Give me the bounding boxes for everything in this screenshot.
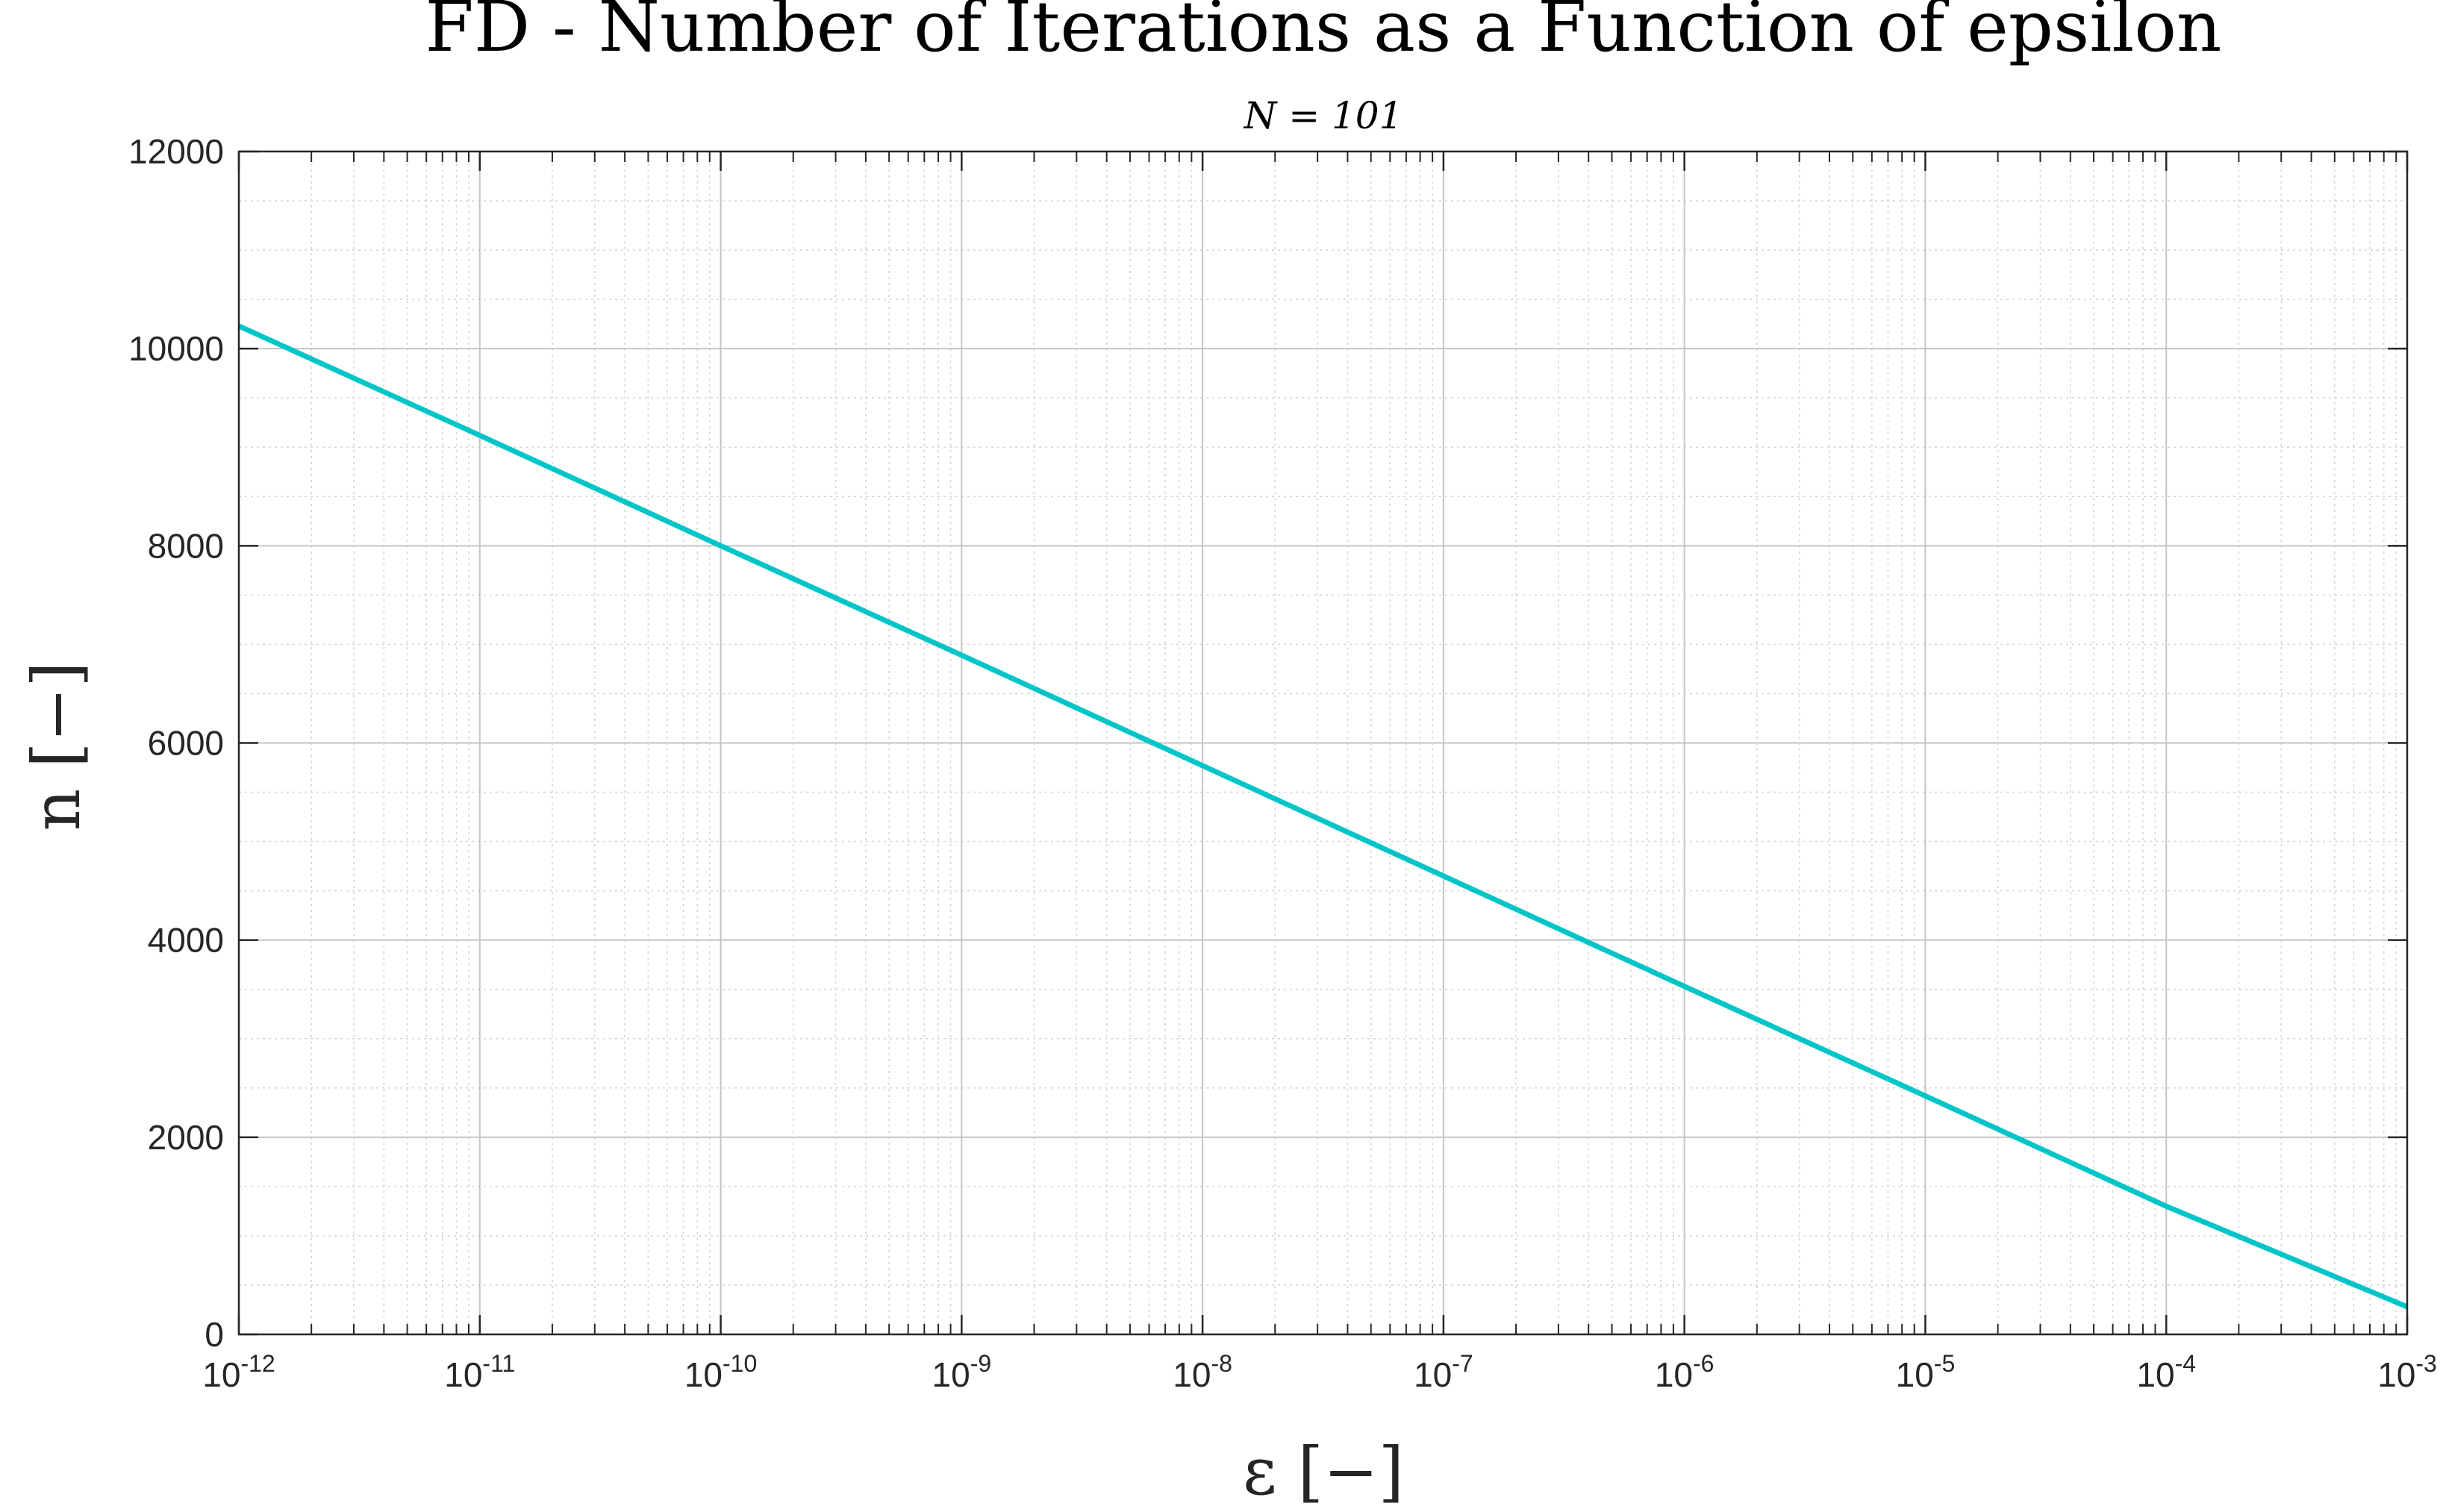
chart-title: FD - Number of Iterations as a Function … [425,0,2222,68]
y-axis-label: n [−] [18,661,95,831]
x-tick-label: 10-7 [1414,1350,1473,1394]
x-tick-label: 10-6 [1655,1350,1715,1394]
y-tick-label: 12000 [128,132,224,171]
x-tick-label: 10-5 [1896,1350,1956,1394]
y-tick-label: 4000 [148,921,224,960]
y-tick-label: 6000 [148,724,224,763]
x-tick-label: 10-8 [1173,1350,1232,1394]
y-tick-label: 8000 [148,526,224,565]
x-tick-label: 10-4 [2136,1350,2196,1394]
x-tick-label: 10-9 [932,1350,992,1394]
x-tick-label: 10-12 [202,1350,275,1394]
series-layer [237,323,2409,1310]
x-axis-label: ε [−] [1243,1433,1404,1510]
x-tick-label: 10-11 [444,1350,515,1394]
series-line [237,323,2409,1310]
x-tick-label: 10-3 [2377,1350,2437,1394]
y-tick-label: 10000 [128,329,224,368]
x-tick-label: 10-10 [684,1350,757,1394]
x-tick-labels: 10-12 10-11 10-10 10-9 10-8 10-7 10-6 10-5 10-4 1… [202,1350,2437,1394]
axis-ticks [237,150,2409,1336]
y-tick-label: 2000 [148,1118,224,1157]
chart-subtitle: N = 101 [1244,94,1403,137]
y-tick-label: 0 [205,1315,224,1354]
y-tick-labels: 0 2000 4000 6000 8000 10000 12000 [128,132,224,1354]
